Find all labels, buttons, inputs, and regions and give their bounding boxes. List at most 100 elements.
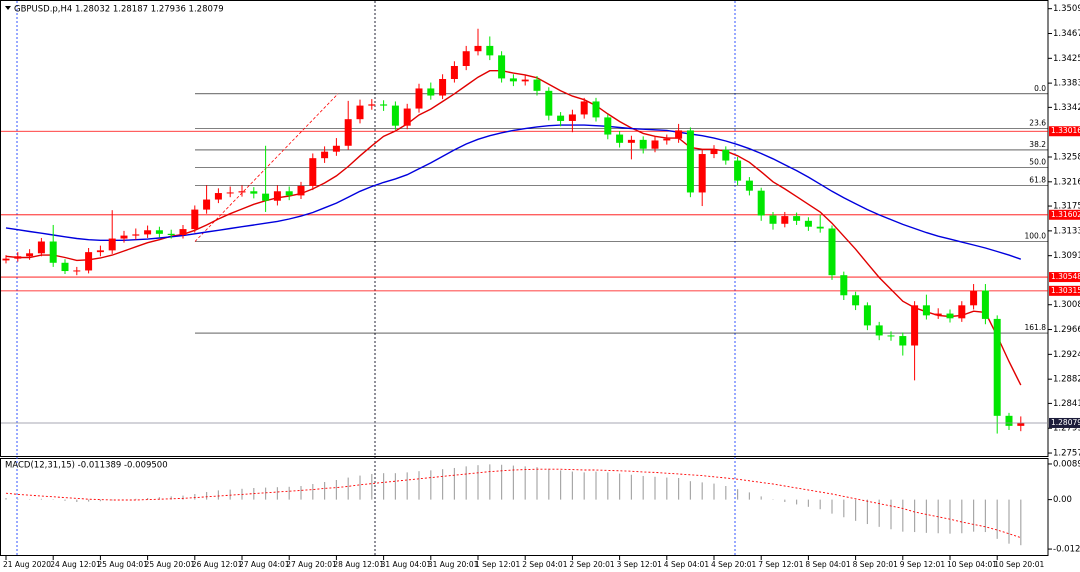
x-tick-label: 7 Sep 12:01 — [758, 560, 804, 569]
candle-body — [863, 305, 871, 326]
y-tick-label: 1.31750 — [1053, 202, 1080, 212]
candle-body — [958, 305, 966, 319]
candle-body — [285, 191, 293, 196]
candle-body — [262, 193, 270, 201]
candle-body — [722, 149, 730, 161]
candle-body — [781, 216, 789, 224]
candle-body — [474, 45, 482, 52]
candle-body — [49, 241, 57, 263]
candle-body — [120, 235, 128, 239]
level-box — [1049, 285, 1080, 296]
y-tick-label: 1.28410 — [1053, 399, 1080, 409]
candle-body — [321, 151, 329, 159]
candle-body — [580, 101, 588, 115]
x-tick-label: 24 Aug 12:01 — [50, 560, 101, 569]
candle-body — [14, 256, 22, 259]
y-tick-label: 1.30910 — [1053, 251, 1080, 261]
candle-body — [1017, 422, 1025, 426]
x-tick-label: 25 Aug 04:01 — [97, 560, 148, 569]
candle-body — [380, 104, 388, 106]
candle-body — [439, 79, 447, 96]
level-label: 1.31602 — [1051, 210, 1080, 219]
x-tick-label: 21 Aug 2020 — [3, 560, 51, 569]
fib-label: 61.8 — [1029, 175, 1046, 184]
candle-body — [533, 79, 541, 91]
candle-body — [462, 51, 470, 66]
x-tick-label: 10 Sep 04:01 — [947, 560, 997, 569]
level-box — [1049, 209, 1080, 220]
menu-arrow[interactable] — [5, 6, 11, 10]
macd-frame — [0, 458, 1049, 556]
fib-label: 0.0 — [1034, 84, 1046, 93]
candle-body — [309, 158, 317, 186]
candle-body — [734, 160, 742, 181]
candle-body — [828, 228, 836, 276]
fib-label: 50.0 — [1029, 158, 1046, 167]
candle-body — [509, 78, 517, 82]
candle-body — [639, 139, 647, 149]
fib-trendline — [194, 93, 339, 242]
signal-line — [5, 468, 1021, 539]
candle-body — [214, 193, 222, 200]
candle-body — [2, 258, 10, 261]
candle-body — [332, 145, 340, 152]
candle-body — [191, 209, 199, 230]
y-tick-label: 1.31330 — [1053, 226, 1080, 236]
candle-body — [557, 115, 565, 121]
candle-body — [368, 104, 376, 106]
y-tick-label: 0.008901 — [1053, 459, 1080, 469]
candle-body — [427, 88, 435, 96]
candle-body — [415, 88, 423, 109]
candle-body — [769, 215, 777, 224]
x-tick-label: 31 Aug 04:01 — [381, 560, 432, 569]
x-tick-label: 8 Sep 20:01 — [853, 560, 899, 569]
candle-body — [887, 335, 895, 337]
candle-body — [250, 191, 258, 194]
candle-body — [344, 119, 352, 146]
candle-body — [486, 45, 494, 56]
candle-body — [816, 226, 824, 229]
x-tick-label: 4 Sep 20:01 — [711, 560, 757, 569]
y-tick-label: 1.34250 — [1053, 54, 1080, 64]
level-label: 1.33016 — [1051, 126, 1080, 135]
candle-body — [1005, 415, 1013, 426]
x-tick-label: 2 Sep 04:01 — [522, 560, 568, 569]
fib-label: 23.6 — [1029, 119, 1046, 128]
candle-body — [403, 108, 411, 126]
candle-body — [132, 234, 140, 236]
y-tick-label: 1.29660 — [1053, 325, 1080, 335]
candle-body — [592, 101, 600, 118]
y-tick-label: 0.00 — [1053, 495, 1072, 505]
level-label: 1.30548 — [1051, 272, 1080, 281]
candle-body — [203, 199, 211, 210]
candle-body — [627, 139, 635, 143]
candle-body — [604, 117, 612, 135]
candle-body — [73, 270, 81, 272]
moving-average — [5, 70, 1022, 386]
x-tick-label: 9 Sep 12:01 — [900, 560, 946, 569]
moving-average — [5, 124, 1022, 260]
candle-body — [651, 140, 659, 149]
x-tick-label: 10 Sep 20:01 — [994, 560, 1044, 569]
candle-body — [899, 336, 907, 346]
candle-body — [840, 275, 848, 296]
candle-body — [993, 318, 1001, 416]
chart-header: GBPUSD.p,H4 1.28032 1.28187 1.27936 1.28… — [14, 5, 224, 15]
candle-body — [757, 190, 765, 216]
y-tick-label: 1.27990 — [1053, 424, 1080, 434]
candle-body — [934, 313, 942, 316]
candle-body — [663, 138, 671, 141]
y-tick-label: 1.29240 — [1053, 350, 1080, 360]
candle-body — [96, 250, 104, 253]
candle-body — [391, 105, 399, 126]
candle-body — [521, 79, 529, 82]
candle-body — [155, 230, 163, 234]
fib-label: 161.8 — [1025, 323, 1047, 332]
last-price-label: 1.28079 — [1051, 418, 1080, 427]
candle-body — [61, 262, 69, 272]
x-tick-label: 4 Sep 04:01 — [664, 560, 710, 569]
candle-body — [911, 305, 919, 346]
